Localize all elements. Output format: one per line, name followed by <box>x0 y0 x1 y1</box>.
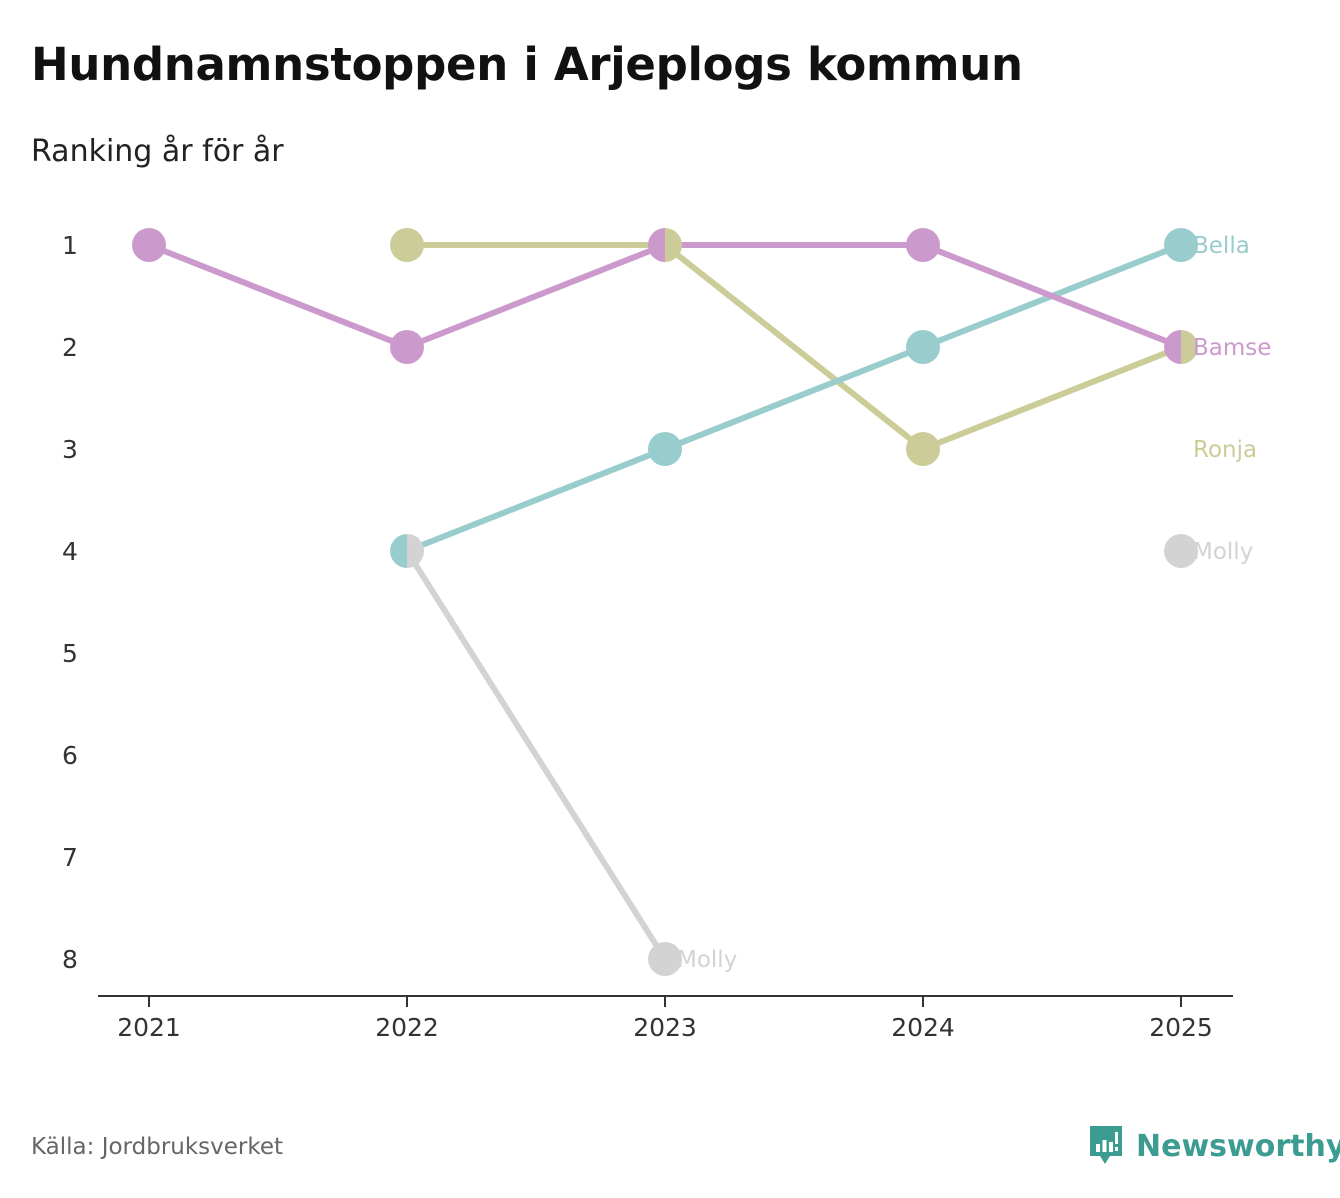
x-tick-label: 2022 <box>375 1013 439 1042</box>
y-tick-label: 6 <box>62 741 78 770</box>
point-molly-2023 <box>648 942 682 976</box>
point-bamse-2023 <box>648 228 665 262</box>
y-tick-label: 3 <box>62 435 78 464</box>
series-line-ronja <box>662 242 926 452</box>
series-line-ronja <box>920 344 1184 452</box>
series-line-bamse <box>920 242 1184 350</box>
series-line-bella <box>404 446 668 554</box>
point-bella-2025 <box>1164 228 1198 262</box>
point-ronja-2025 <box>1181 330 1198 364</box>
y-tick-label: 5 <box>62 639 78 668</box>
y-tick-label: 7 <box>62 843 78 872</box>
point-molly-2025 <box>1164 534 1198 568</box>
point-bella-2023 <box>648 432 682 466</box>
x-axis: 2021 2022 2023 2024 2025 <box>98 995 1233 1042</box>
series-lines <box>146 242 1184 962</box>
end-label-bamse: Bamse <box>1193 335 1271 361</box>
x-tick-label: 2025 <box>1149 1013 1213 1042</box>
mid-label-molly: Molly <box>677 947 737 973</box>
point-ronja-2023 <box>665 228 682 262</box>
point-bamse-2024 <box>906 228 940 262</box>
x-tick-label: 2024 <box>891 1013 955 1042</box>
y-tick-label: 4 <box>62 537 78 566</box>
series-line-bamse <box>404 242 668 350</box>
chart-subtitle: Ranking år för år <box>31 134 284 169</box>
end-label-molly: Molly <box>1193 539 1253 565</box>
series-line-bella <box>662 344 926 452</box>
x-tick-label: 2023 <box>633 1013 697 1042</box>
point-bella-2022 <box>390 534 407 568</box>
point-molly-2022 <box>407 534 424 568</box>
chart-title: Hundnamnstoppen i Arjeplogs kommun <box>31 38 1023 91</box>
point-bamse-2021 <box>132 228 166 262</box>
brand-name: Newsworthy <box>1136 1128 1340 1164</box>
point-bamse-2025 <box>1164 330 1181 364</box>
source-note: Källa: Jordbruksverket <box>31 1134 284 1160</box>
series-line-molly <box>404 548 668 962</box>
y-tick-label: 1 <box>62 231 78 260</box>
y-axis-ticks: 1 2 3 4 5 6 7 8 <box>62 231 78 974</box>
point-ronja-2024 <box>906 432 940 466</box>
point-bella-2024 <box>906 330 940 364</box>
point-ronja-2022 <box>390 228 424 262</box>
y-tick-label: 8 <box>62 945 78 974</box>
newsworthy-logo-icon <box>1090 1126 1122 1164</box>
end-label-bella: Bella <box>1193 233 1250 259</box>
series-points <box>132 228 1198 976</box>
point-bamse-2022 <box>390 330 424 364</box>
series-line-bamse <box>146 242 410 350</box>
end-label-ronja: Ronja <box>1193 437 1257 463</box>
x-tick-label: 2021 <box>117 1013 181 1042</box>
brand-logo: Newsworthy <box>1088 1124 1340 1168</box>
y-tick-label: 2 <box>62 333 78 362</box>
series-labels: Molly Molly Ronja Bella Bamse <box>677 233 1271 973</box>
